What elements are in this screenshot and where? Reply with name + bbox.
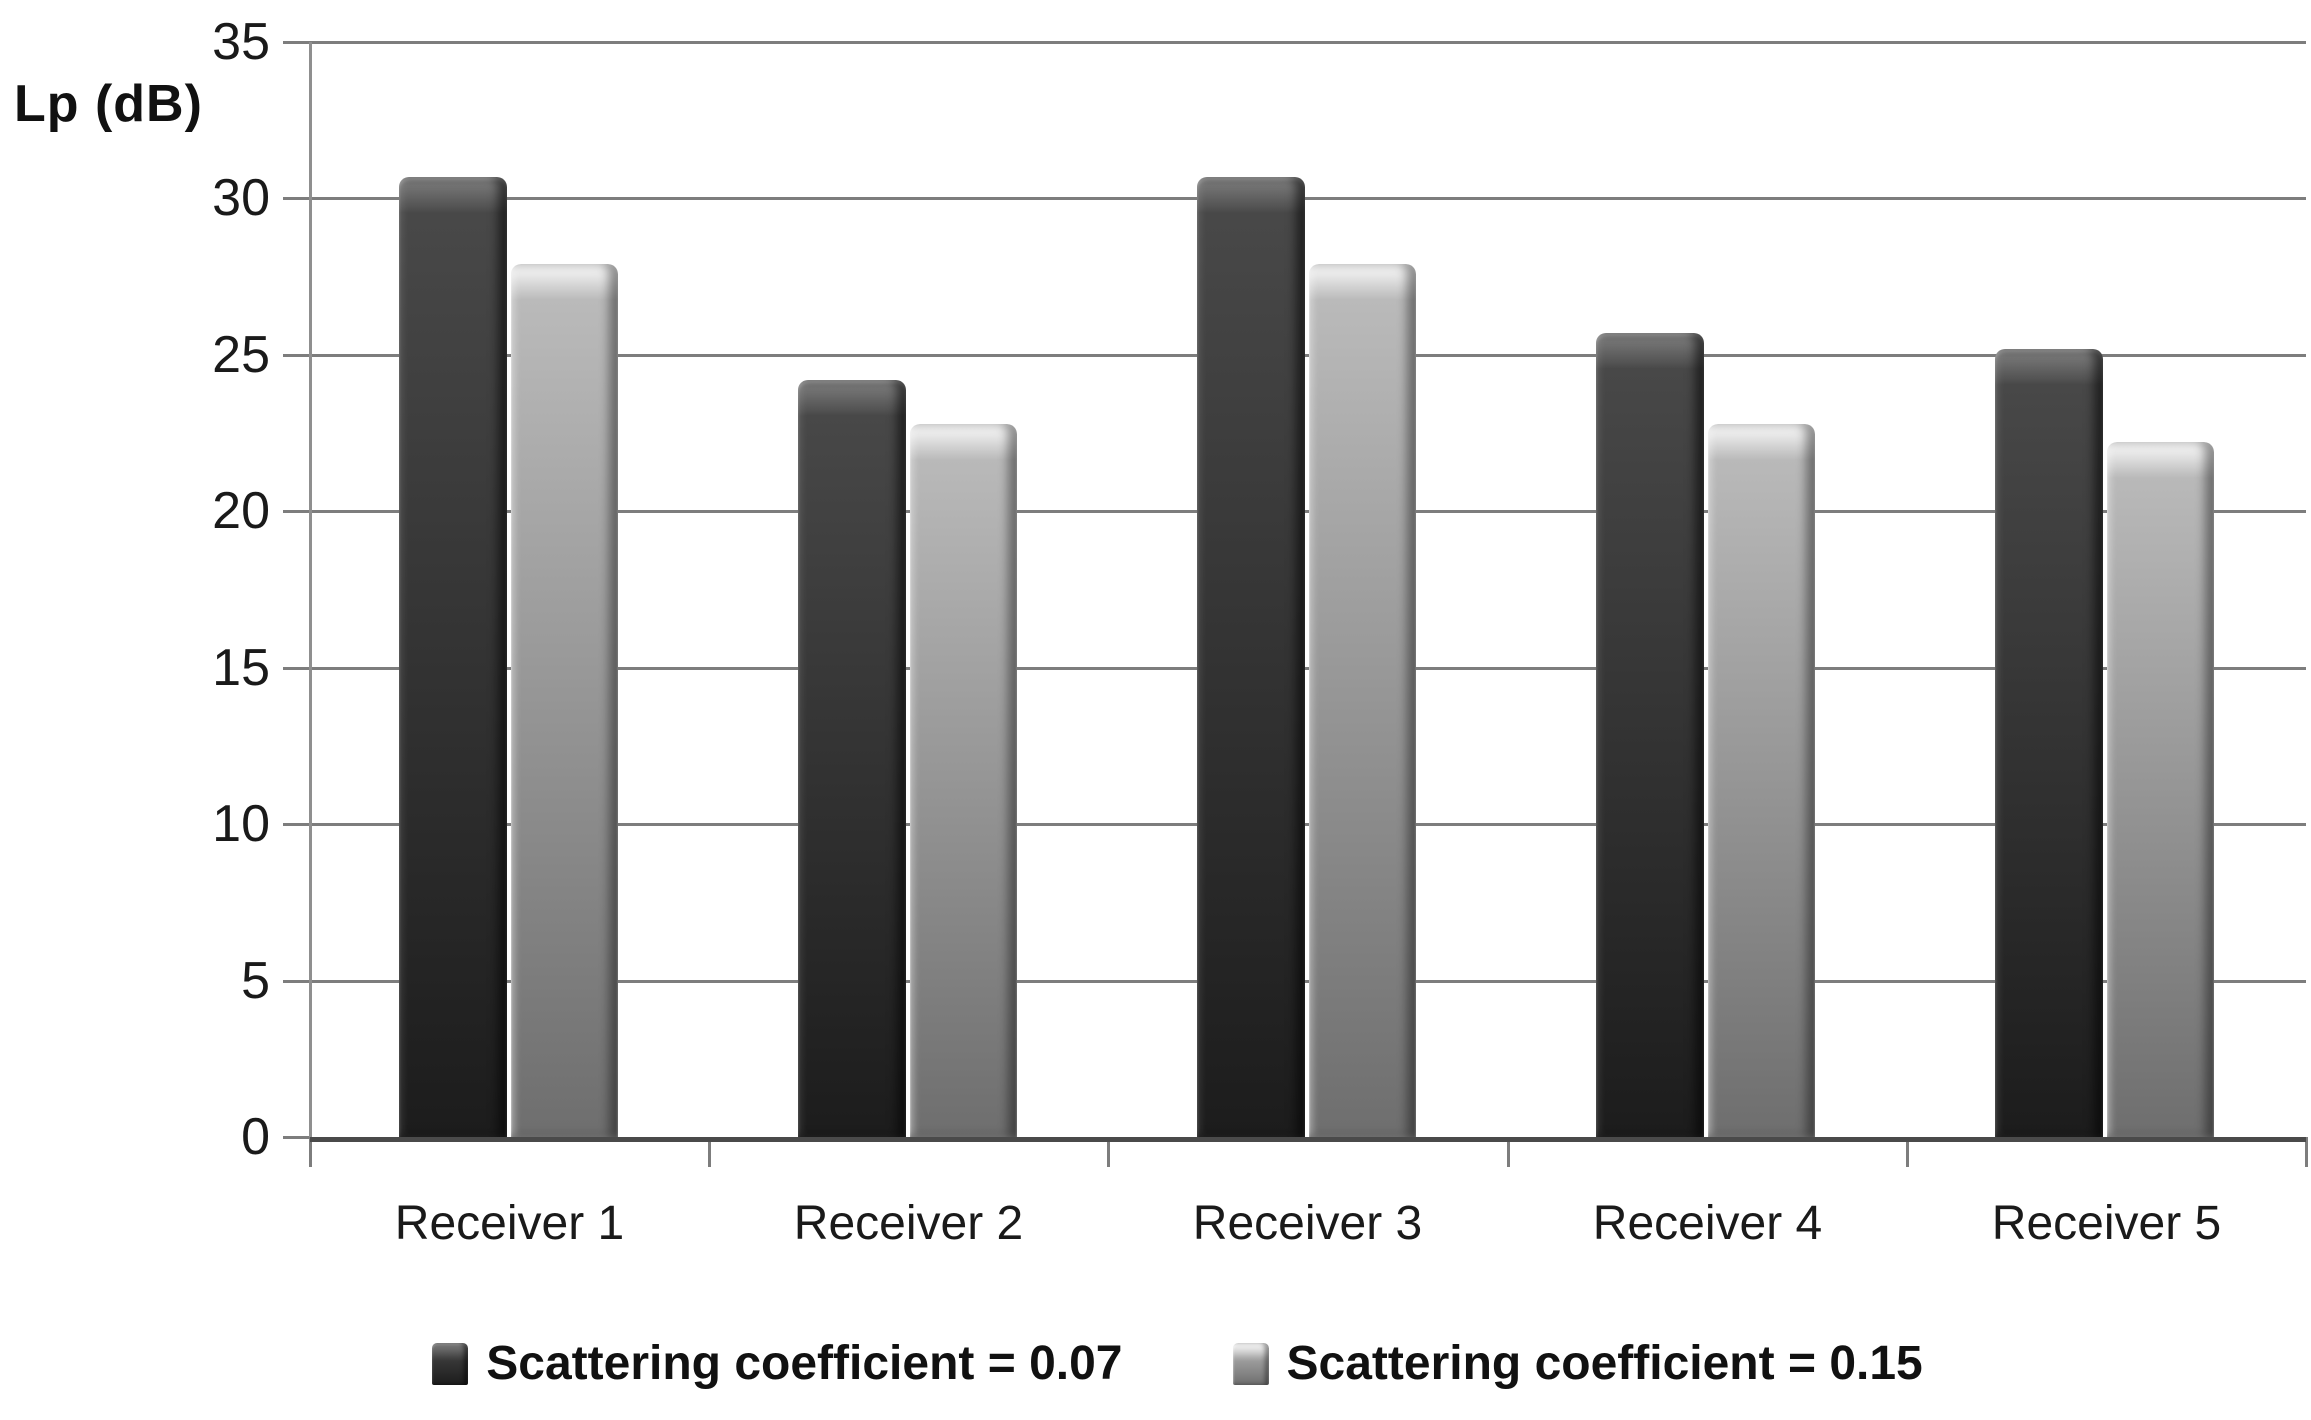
y-axis-tick-label: 10: [212, 795, 270, 853]
x-axis-label: Receiver 4: [1592, 1197, 1823, 1250]
gridline: [310, 510, 2306, 513]
legend-marker-icon: [432, 1343, 469, 1385]
y-axis-tick: [283, 823, 310, 826]
gridline: [310, 354, 2306, 357]
legend-label: Scattering coefficient = 0.07: [486, 1337, 1123, 1390]
gridline: [310, 823, 2306, 826]
bar-receiver-4-series-1: [1708, 424, 1815, 1137]
bar-receiver-1-series-1: [511, 264, 618, 1137]
bar-receiver-3-series-0: [1197, 177, 1305, 1137]
y-axis-tick: [283, 41, 310, 44]
x-axis-label: Receiver 5: [1991, 1197, 2222, 1250]
x-axis-label: Receiver 2: [793, 1197, 1024, 1250]
x-axis-label: Receiver 3: [1192, 1197, 1423, 1250]
x-axis-tick: [2305, 1137, 2308, 1167]
legend: Scattering coefficient = 0.07 Scattering …: [22, 1336, 2311, 1392]
x-axis-tick: [309, 1137, 312, 1167]
y-axis-line: [309, 42, 312, 1137]
bar-receiver-2-series-0: [798, 380, 906, 1137]
y-axis-tick: [283, 197, 310, 200]
y-axis-tick-label: 0: [241, 1108, 270, 1166]
legend-item: Scattering coefficient = 0.07: [432, 1336, 1123, 1392]
gridline: [310, 41, 2306, 44]
y-axis-tick-label: 20: [212, 482, 270, 540]
bar-receiver-1-series-0: [399, 177, 507, 1137]
y-axis-tick-label: 35: [212, 13, 270, 71]
y-axis-title: Lp (dB): [14, 75, 203, 133]
legend-marker-icon: [1232, 1343, 1269, 1385]
x-axis-label: Receiver 1: [394, 1197, 625, 1250]
y-axis-tick-label: 25: [212, 326, 270, 384]
x-axis-tick: [1507, 1137, 1510, 1167]
x-axis-tick: [1107, 1137, 1110, 1167]
legend-label: Scattering coefficient = 0.15: [1286, 1337, 1923, 1390]
x-axis-tick: [1906, 1137, 1909, 1167]
gridline: [310, 980, 2306, 983]
bar-receiver-3-series-1: [1309, 264, 1416, 1137]
legend-item: Scattering coefficient = 0.15: [1232, 1336, 1923, 1392]
x-axis-tick: [708, 1137, 711, 1167]
bar-receiver-4-series-0: [1596, 333, 1704, 1137]
y-axis-tick-label: 30: [212, 169, 270, 227]
bar-receiver-5-series-0: [1995, 349, 2103, 1137]
y-axis-tick-label: 15: [212, 639, 270, 697]
y-axis-tick: [283, 667, 310, 670]
bar-receiver-5-series-1: [2107, 442, 2214, 1137]
gridline: [310, 197, 2306, 200]
y-axis-tick: [283, 1136, 310, 1139]
y-axis-tick-label: 5: [241, 952, 270, 1010]
gridline: [310, 667, 2306, 670]
y-axis-tick: [283, 980, 310, 983]
y-axis-tick: [283, 354, 310, 357]
y-axis-tick: [283, 510, 310, 513]
x-axis-line: [310, 1137, 2306, 1142]
bar-receiver-2-series-1: [910, 424, 1017, 1137]
